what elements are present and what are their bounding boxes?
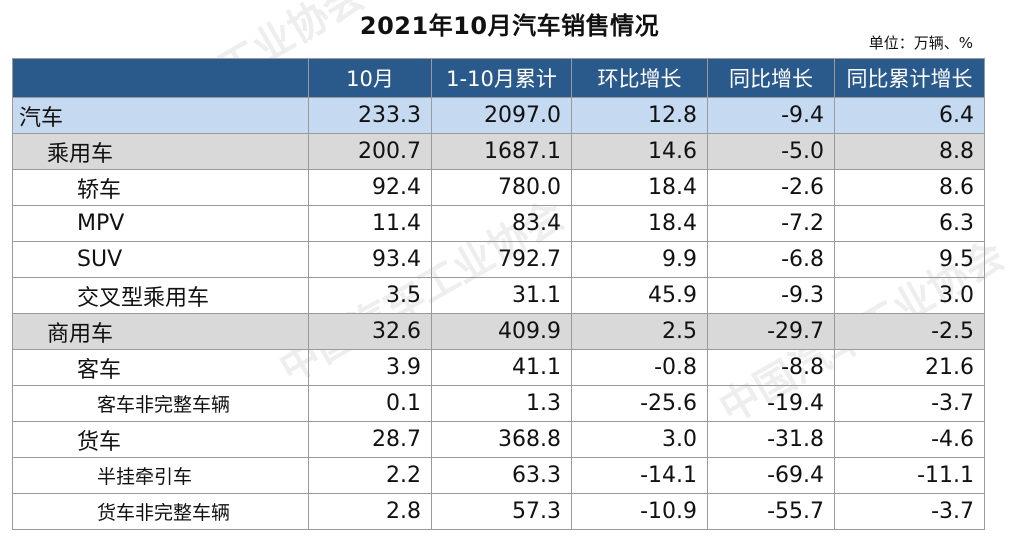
table-row: 半挂牵引车 2.2 63.3 -14.1 -69.4 -11.1	[12, 457, 985, 494]
cell-value: -2.6	[707, 169, 835, 206]
row-label: 客车	[12, 349, 309, 386]
table-row: 客车非完整车辆 0.1 1.3 -25.6 -19.4 -3.7	[12, 385, 985, 422]
cell-value: -9.3	[707, 277, 835, 314]
header-row: 10月 1-10月累计 环比增长 同比增长 同比累计增长	[12, 58, 985, 98]
row-label: 乘用车	[12, 133, 309, 170]
cell-value: 9.5	[834, 241, 985, 278]
row-label: 客车非完整车辆	[12, 385, 309, 422]
cell-value: 92.4	[308, 169, 432, 206]
row-label: MPV	[12, 205, 309, 242]
header-mom-growth: 环比增长	[571, 58, 708, 98]
row-label: 轿车	[12, 169, 309, 206]
cell-value: 8.6	[834, 169, 985, 206]
cell-value: -4.6	[834, 421, 985, 458]
cell-value: 83.4	[431, 205, 572, 242]
cell-value: -5.0	[707, 133, 835, 170]
cell-value: -29.7	[707, 313, 835, 350]
row-label: 汽车	[12, 97, 309, 134]
unit-label: 单位：万辆、%	[868, 34, 973, 52]
cell-value: 11.4	[308, 205, 432, 242]
table-row: MPV 11.4 83.4 18.4 -7.2 6.3	[12, 205, 985, 242]
cell-value: 792.7	[431, 241, 572, 278]
cell-value: -31.8	[707, 421, 835, 458]
cell-value: 368.8	[431, 421, 572, 458]
cell-value: 21.6	[834, 349, 985, 386]
cell-value: -69.4	[707, 457, 835, 494]
cell-value: 780.0	[431, 169, 572, 206]
row-label: 半挂牵引车	[12, 457, 309, 494]
cell-value: 3.9	[308, 349, 432, 386]
cell-value: -19.4	[707, 385, 835, 422]
cell-value: -25.6	[571, 385, 708, 422]
cell-value: -7.2	[707, 205, 835, 242]
page-title: 2021年10月汽车销售情况	[359, 12, 660, 40]
cell-value: -3.7	[834, 493, 985, 530]
cell-value: 8.8	[834, 133, 985, 170]
cell-value: 3.0	[834, 277, 985, 314]
cell-value: 41.1	[431, 349, 572, 386]
cell-value: 6.3	[834, 205, 985, 242]
cell-value: -10.9	[571, 493, 708, 530]
cell-value: 63.3	[431, 457, 572, 494]
table-row: 商用车 32.6 409.9 2.5 -29.7 -2.5	[12, 313, 985, 350]
cell-value: -9.4	[707, 97, 835, 134]
cell-value: -2.5	[834, 313, 985, 350]
cell-value: 233.3	[308, 97, 432, 134]
cell-value: -3.7	[834, 385, 985, 422]
cell-value: 14.6	[571, 133, 708, 170]
cell-value: -8.8	[707, 349, 835, 386]
sales-table: 10月 1-10月累计 环比增长 同比增长 同比累计增长 汽车 233.3 2097…	[12, 58, 985, 530]
table-row: 乘用车 200.7 1687.1 14.6 -5.0 8.8	[12, 133, 985, 170]
cell-value: 12.8	[571, 97, 708, 134]
row-label: 货车非完整车辆	[12, 493, 309, 530]
cell-value: 200.7	[308, 133, 432, 170]
cell-value: 93.4	[308, 241, 432, 278]
cell-value: -0.8	[571, 349, 708, 386]
table-row: 汽车 233.3 2097.0 12.8 -9.4 6.4	[12, 97, 985, 134]
cell-value: -6.8	[707, 241, 835, 278]
cell-value: 45.9	[571, 277, 708, 314]
cell-value: 0.1	[308, 385, 432, 422]
cell-value: 3.5	[308, 277, 432, 314]
header-yoy-cumulative-growth: 同比累计增长	[834, 58, 985, 98]
cell-value: 6.4	[834, 97, 985, 134]
cell-value: 2.8	[308, 493, 432, 530]
cell-value: 28.7	[308, 421, 432, 458]
cell-value: 2.5	[571, 313, 708, 350]
table-row: 货车 28.7 368.8 3.0 -31.8 -4.6	[12, 421, 985, 458]
cell-value: 32.6	[308, 313, 432, 350]
cell-value: -55.7	[707, 493, 835, 530]
cell-value: 1687.1	[431, 133, 572, 170]
cell-value: 3.0	[571, 421, 708, 458]
header-cumulative: 1-10月累计	[431, 58, 572, 98]
cell-value: 18.4	[571, 169, 708, 206]
cell-value: 2097.0	[431, 97, 572, 134]
cell-value: -11.1	[834, 457, 985, 494]
table-row: 轿车 92.4 780.0 18.4 -2.6 8.6	[12, 169, 985, 206]
cell-value: 57.3	[431, 493, 572, 530]
row-label: 货车	[12, 421, 309, 458]
header-october: 10月	[308, 58, 432, 98]
table-row: 货车非完整车辆 2.8 57.3 -10.9 -55.7 -3.7	[12, 493, 985, 530]
cell-value: 2.2	[308, 457, 432, 494]
row-label: 交叉型乘用车	[12, 277, 309, 314]
cell-value: 1.3	[431, 385, 572, 422]
table-row: 交叉型乘用车 3.5 31.1 45.9 -9.3 3.0	[12, 277, 985, 314]
cell-value: 31.1	[431, 277, 572, 314]
header-category	[12, 58, 309, 98]
row-label: 商用车	[12, 313, 309, 350]
table-row: SUV 93.4 792.7 9.9 -6.8 9.5	[12, 241, 985, 278]
table-row: 客车 3.9 41.1 -0.8 -8.8 21.6	[12, 349, 985, 386]
cell-value: -14.1	[571, 457, 708, 494]
cell-value: 9.9	[571, 241, 708, 278]
row-label: SUV	[12, 241, 309, 278]
cell-value: 409.9	[431, 313, 572, 350]
cell-value: 18.4	[571, 205, 708, 242]
header-yoy-growth: 同比增长	[707, 58, 835, 98]
